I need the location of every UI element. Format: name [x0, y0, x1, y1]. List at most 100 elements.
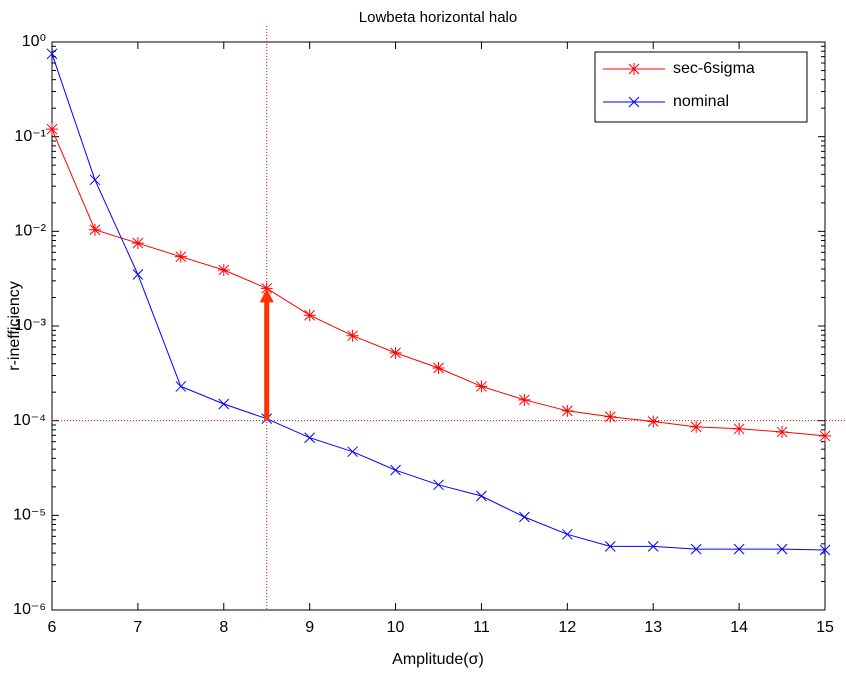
data-point — [604, 541, 616, 552]
chart-title: Lowbeta horizontal halo — [359, 9, 517, 26]
data-point — [433, 479, 444, 491]
data-point — [175, 381, 187, 392]
marker-x — [819, 544, 831, 556]
marker-plus — [88, 223, 101, 236]
marker-x — [347, 446, 358, 458]
x-tick-label: 11 — [473, 619, 490, 636]
legend-box — [594, 51, 808, 123]
data-point — [89, 174, 101, 186]
x-tick-label: 10 — [387, 619, 405, 636]
marker-x — [218, 398, 230, 410]
data-point — [475, 380, 488, 393]
marker-x — [776, 543, 788, 555]
x-tick-label: 15 — [816, 619, 834, 636]
marker-x — [46, 48, 58, 60]
data-point — [819, 544, 831, 556]
legend-label: sec-6sigma — [673, 60, 755, 77]
x-tick-label: 8 — [219, 619, 228, 636]
data-point — [304, 432, 316, 444]
marker-plus — [174, 250, 187, 263]
data-point — [217, 264, 230, 277]
plot-area — [51, 41, 826, 611]
marker-plus — [346, 329, 359, 342]
data-point — [132, 269, 144, 280]
marker-plus — [628, 63, 640, 75]
data-point — [733, 422, 746, 435]
data-point — [561, 528, 573, 540]
data-point — [390, 464, 401, 476]
x-tick-label: 14 — [730, 619, 748, 636]
marker-x — [390, 464, 401, 476]
marker-plus — [217, 264, 230, 277]
x-tick-label: 13 — [644, 619, 662, 636]
data-point — [628, 63, 640, 75]
y-tick-label: 10⁰ — [22, 33, 46, 50]
data-point — [733, 543, 745, 555]
marker-x — [604, 541, 616, 552]
marker-x — [89, 174, 101, 186]
data-point — [518, 393, 531, 406]
marker-x — [304, 432, 316, 444]
marker-x — [175, 381, 187, 392]
marker-plus — [518, 393, 531, 406]
data-point — [46, 123, 58, 136]
marker-x — [561, 528, 573, 540]
marker-plus — [475, 380, 488, 393]
marker-plus — [389, 346, 402, 359]
x-axis-label: Amplitude(σ) — [392, 651, 484, 668]
legend-label: nominal — [673, 93, 729, 110]
data-point — [519, 511, 530, 523]
data-point — [347, 446, 358, 458]
marker-plus — [690, 420, 703, 433]
marker-plus — [303, 309, 316, 322]
marker-x — [132, 269, 144, 280]
data-point — [346, 329, 359, 342]
y-axis-label: r-inefficiency — [6, 281, 23, 371]
marker-plus — [776, 425, 789, 438]
marker-x — [628, 96, 640, 108]
arrow — [259, 288, 274, 421]
marker-plus — [647, 415, 660, 428]
data-point — [303, 309, 316, 322]
marker-plus — [131, 237, 144, 250]
marker-x — [476, 490, 487, 502]
y-tick-label: 10⁻⁴ — [13, 412, 46, 429]
data-point — [776, 543, 788, 555]
marker-x — [733, 543, 745, 555]
data-point — [776, 425, 789, 438]
arrow-head — [259, 288, 274, 303]
y-tick-label: 10⁻³ — [14, 317, 46, 334]
marker-plus — [819, 429, 831, 442]
x-tick-label: 6 — [48, 619, 57, 636]
data-point — [647, 415, 660, 428]
data-point — [260, 282, 273, 295]
marker-plus — [604, 410, 617, 423]
marker-plus — [46, 123, 58, 136]
data-point — [432, 362, 445, 375]
data-point — [46, 48, 58, 60]
x-tick-label: 9 — [305, 619, 314, 636]
data-point — [389, 346, 402, 359]
marker-plus — [561, 404, 574, 417]
data-point — [604, 410, 617, 423]
y-tick-label: 10⁻⁵ — [13, 507, 46, 524]
marker-x — [433, 479, 444, 491]
x-tick-label: 7 — [133, 619, 142, 636]
y-tick-label: 10⁻² — [14, 223, 46, 240]
data-point — [690, 543, 702, 555]
data-point — [476, 490, 487, 502]
data-point — [819, 429, 831, 442]
marker-plus — [432, 362, 445, 375]
marker-x — [647, 541, 659, 552]
marker-plus — [733, 422, 746, 435]
y-tick-label: 10⁻⁶ — [13, 601, 46, 618]
data-point — [131, 237, 144, 250]
data-point — [647, 541, 659, 552]
data-point — [88, 223, 101, 236]
data-point — [628, 96, 640, 108]
data-point — [218, 398, 230, 410]
data-point — [174, 250, 187, 263]
data-point — [690, 420, 703, 433]
